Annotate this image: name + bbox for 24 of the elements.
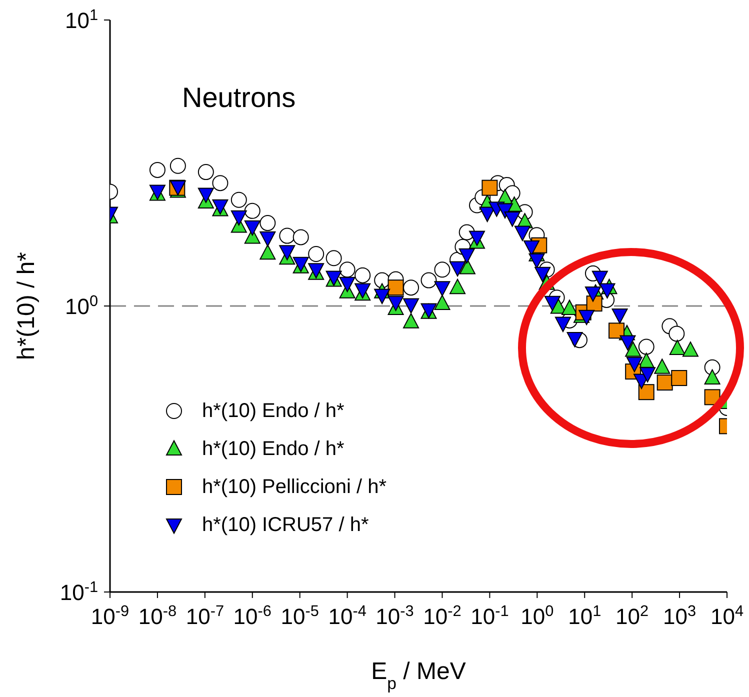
x-tick-label: 10$^{-4}$ (328, 602, 367, 629)
x-tick-label: 10$^{0}$ (520, 602, 554, 629)
legend-label: h*(10) Endo / h* (202, 399, 344, 424)
x-tick-label: 10$^{-6}$ (233, 602, 272, 629)
y-tick-label: 10$^{0}$ (64, 292, 98, 319)
x-tick-label: 10$^{-7}$ (186, 602, 224, 629)
legend-label: h*(10) Endo / h* (202, 437, 344, 462)
x-tick-label: 10$^{2}$ (616, 602, 649, 629)
x-tick-label: 10$^{-5}$ (280, 602, 319, 629)
annotation: Neutrons (182, 82, 296, 114)
x-tick-label: 10$^{-3}$ (376, 602, 414, 629)
legend-label: h*(10) Pelliccioni / h* (202, 475, 387, 500)
x-tick-label: 10$^{-9}$ (90, 602, 130, 629)
y-axis-title: h*(10) / h* (13, 252, 40, 360)
x-tick-label: 10$^{1}$ (568, 602, 602, 629)
x-tick-label: 10$^{-8}$ (138, 602, 177, 629)
y-tick-label: 10$^{-1}$ (60, 578, 98, 605)
x-tick-label: 10$^{4}$ (710, 602, 744, 629)
y-tick-label: 10$^{1}$ (64, 6, 98, 33)
legend-label: h*(10) ICRU57 / h* (202, 513, 369, 538)
x-tick-label: 10$^{3}$ (663, 602, 696, 629)
x-tick-label: 10$^{-2}$ (423, 602, 462, 629)
x-tick-label: 10$^{-1}$ (470, 602, 509, 629)
x-axis-title: E$_{p}$ / MeV (371, 658, 466, 692)
